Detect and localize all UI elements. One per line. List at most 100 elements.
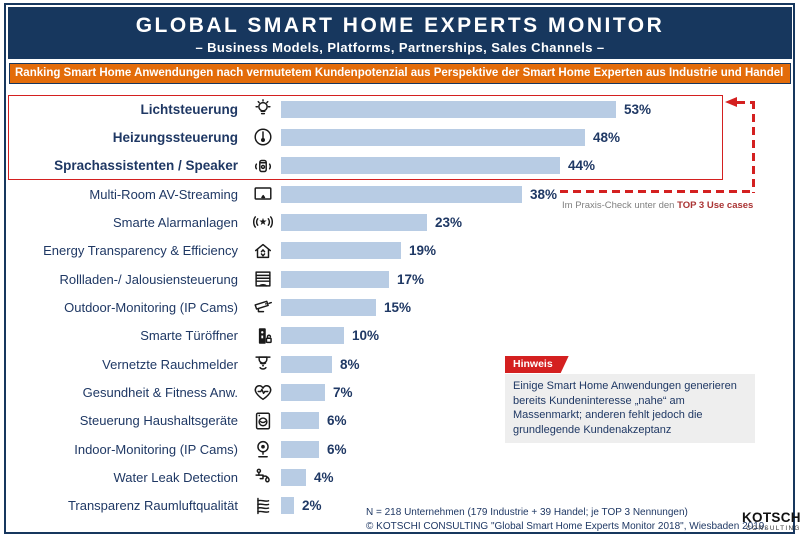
chart-row: Outdoor-Monitoring (IP Cams) 15% [0, 293, 800, 321]
value-label: 10% [352, 328, 380, 344]
chart-row: Indoor-Monitoring (IP Cams) 6% [0, 435, 800, 463]
bar [281, 242, 401, 260]
bar-track: 19% [281, 242, 800, 260]
header: GLOBAL SMART HOME EXPERTS MONITOR – Busi… [8, 7, 792, 59]
footer-sample-note: N = 218 Unternehmen (179 Industrie + 39 … [366, 507, 688, 518]
value-label: 44% [568, 158, 596, 174]
bar-chart: Lichtsteuerung 53% Heizungssteuerung 48% Spr… [0, 95, 800, 520]
category-label: Water Leak Detection [113, 469, 238, 485]
smoke-detector-icon [245, 353, 281, 375]
category-label: Vernetzte Rauchmelder [102, 356, 238, 372]
bar-track: 48% [281, 128, 800, 146]
chart-row: Water Leak Detection 4% [0, 463, 800, 491]
chart-row: Vernetzte Rauchmelder 8% [0, 350, 800, 378]
logo-name: KOTSCHI [742, 510, 800, 525]
chart-row: Lichtsteuerung 53% [0, 95, 800, 123]
chart-row: Sprachassistenten / Speaker 44% [0, 152, 800, 180]
bar-track: 15% [281, 298, 800, 316]
dashed-arrow-bottom-segment [560, 190, 755, 193]
water-tap-icon [245, 466, 281, 488]
window-blinds-icon [245, 268, 281, 290]
value-label: 48% [593, 129, 621, 145]
bar [281, 327, 344, 345]
chart-row: Energy Transparency & Efficiency 19% [0, 237, 800, 265]
category-label: Transparenz Raumluftqualität [67, 498, 238, 514]
category-label: Steuerung Haushaltsgeräte [79, 413, 238, 429]
value-label: 8% [340, 356, 360, 372]
bar-track: 53% [281, 100, 800, 118]
category-label: Smarte Türöffner [140, 328, 238, 344]
category-label: Heizungssteuerung [112, 129, 238, 145]
bar [281, 270, 389, 288]
chart-row: Smarte Türöffner 10% [0, 322, 800, 350]
dashed-arrow-right-segment [752, 101, 755, 193]
chart-row: Rollladen-/ Jalousiensteuerung 17% [0, 265, 800, 293]
page-title: GLOBAL SMART HOME EXPERTS MONITOR [135, 14, 665, 37]
smart-speaker-icon [245, 155, 281, 177]
bar [281, 468, 306, 486]
category-label: Outdoor-Monitoring (IP Cams) [64, 299, 238, 315]
bar-track: 44% [281, 157, 800, 175]
webcam-icon [245, 438, 281, 460]
heart-pulse-icon [245, 381, 281, 403]
bar-track: 8% [281, 355, 800, 373]
value-label: 38% [530, 186, 558, 202]
bar [281, 355, 332, 373]
washing-machine-icon [245, 410, 281, 432]
bar-track: 7% [281, 383, 800, 401]
bar-track: 38% [281, 185, 800, 203]
category-label: Smarte Alarmanlagen [112, 214, 238, 230]
bar [281, 497, 294, 515]
hinweis-note: Einige Smart Home Anwendungen generieren… [505, 374, 755, 443]
top3-caption: Im Praxis-Check unter den TOP 3 Use case… [562, 200, 772, 211]
footer: N = 218 Unternehmen (179 Industrie + 39 … [366, 506, 767, 533]
kotschi-logo: KOTSCHI CONSULTING [742, 511, 800, 532]
cctv-camera-icon [245, 296, 281, 318]
bar-track: 17% [281, 270, 800, 288]
ranking-banner: Ranking Smart Home Anwendungen nach verm… [9, 63, 791, 84]
chart-row: Gesundheit & Fitness Anw. 7% [0, 378, 800, 406]
category-label: Rollladen-/ Jalousiensteuerung [59, 271, 238, 287]
value-label: 6% [327, 441, 347, 457]
bar-track: 23% [281, 213, 800, 231]
house-energy-icon [245, 240, 281, 262]
bar [281, 185, 522, 203]
top3-caption-highlight: TOP 3 Use cases [677, 200, 754, 211]
chart-row: Smarte Alarmanlagen 23% [0, 208, 800, 236]
alarm-signal-icon [245, 211, 281, 233]
footer-copyright: © KOTSCHI CONSULTING "Global Smart Home … [366, 520, 768, 532]
bar-track: 6% [281, 412, 800, 430]
value-label: 7% [333, 384, 353, 400]
value-label: 17% [397, 271, 425, 287]
chart-row: Heizungssteuerung 48% [0, 123, 800, 151]
thermostat-icon [245, 126, 281, 148]
bar-track: 6% [281, 440, 800, 458]
value-label: 2% [302, 498, 322, 514]
bar [281, 298, 376, 316]
top3-caption-prefix: Im Praxis-Check unter den [562, 200, 678, 211]
category-label: Gesundheit & Fitness Anw. [82, 384, 238, 400]
tv-screen-icon [245, 183, 281, 205]
value-label: 53% [624, 101, 652, 117]
bar [281, 100, 616, 118]
door-lock-icon [245, 325, 281, 347]
bar [281, 412, 319, 430]
arrow-left-icon [725, 97, 737, 107]
chart-row: Multi-Room AV-Streaming 38% [0, 180, 800, 208]
value-label: 23% [435, 214, 463, 230]
category-label: Indoor-Monitoring (IP Cams) [74, 441, 238, 457]
bar [281, 128, 585, 146]
category-label: Energy Transparency & Efficiency [43, 243, 238, 259]
bar-track: 2% [281, 497, 800, 515]
bar [281, 157, 560, 175]
bar [281, 440, 319, 458]
bar-track: 10% [281, 327, 800, 345]
category-label: Sprachassistenten / Speaker [54, 158, 238, 174]
logo-subtitle: CONSULTING [746, 524, 800, 532]
light-bulb-icon [245, 98, 281, 120]
bar [281, 383, 325, 401]
chart-row: Steuerung Haushaltsgeräte 6% [0, 407, 800, 435]
category-label: Multi-Room AV-Streaming [89, 186, 238, 202]
value-label: 15% [384, 299, 412, 315]
